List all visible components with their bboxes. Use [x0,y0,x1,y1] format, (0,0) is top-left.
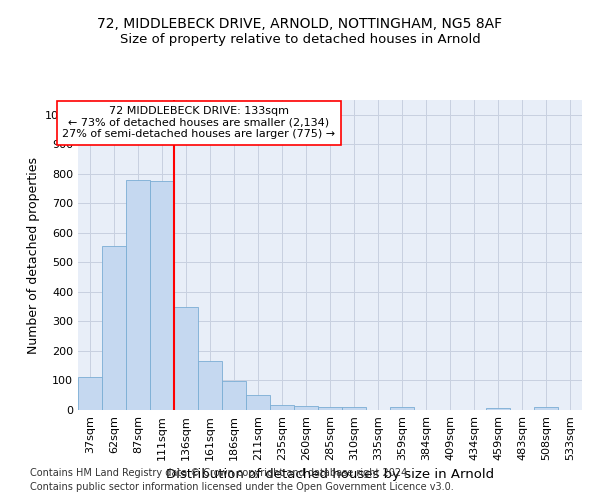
Bar [102,246,126,410]
Text: Size of property relative to detached houses in Arnold: Size of property relative to detached ho… [119,32,481,46]
Bar [342,408,366,410]
Bar [390,408,414,410]
Bar [150,181,174,410]
Text: 72 MIDDLEBECK DRIVE: 133sqm
← 73% of detached houses are smaller (2,134)
27% of : 72 MIDDLEBECK DRIVE: 133sqm ← 73% of det… [62,106,335,140]
Bar [270,404,294,410]
Text: Contains public sector information licensed under the Open Government Licence v3: Contains public sector information licen… [30,482,454,492]
Text: Contains HM Land Registry data © Crown copyright and database right 2024.: Contains HM Land Registry data © Crown c… [30,468,410,477]
Bar [222,382,246,410]
Bar [246,394,270,410]
X-axis label: Distribution of detached houses by size in Arnold: Distribution of detached houses by size … [166,468,494,481]
Bar [126,180,150,410]
Y-axis label: Number of detached properties: Number of detached properties [26,156,40,354]
Bar [198,362,222,410]
Bar [534,407,558,410]
Bar [486,408,510,410]
Bar [174,308,198,410]
Bar [318,407,342,410]
Bar [78,376,102,410]
Bar [294,406,318,410]
Text: 72, MIDDLEBECK DRIVE, ARNOLD, NOTTINGHAM, NG5 8AF: 72, MIDDLEBECK DRIVE, ARNOLD, NOTTINGHAM… [97,18,503,32]
